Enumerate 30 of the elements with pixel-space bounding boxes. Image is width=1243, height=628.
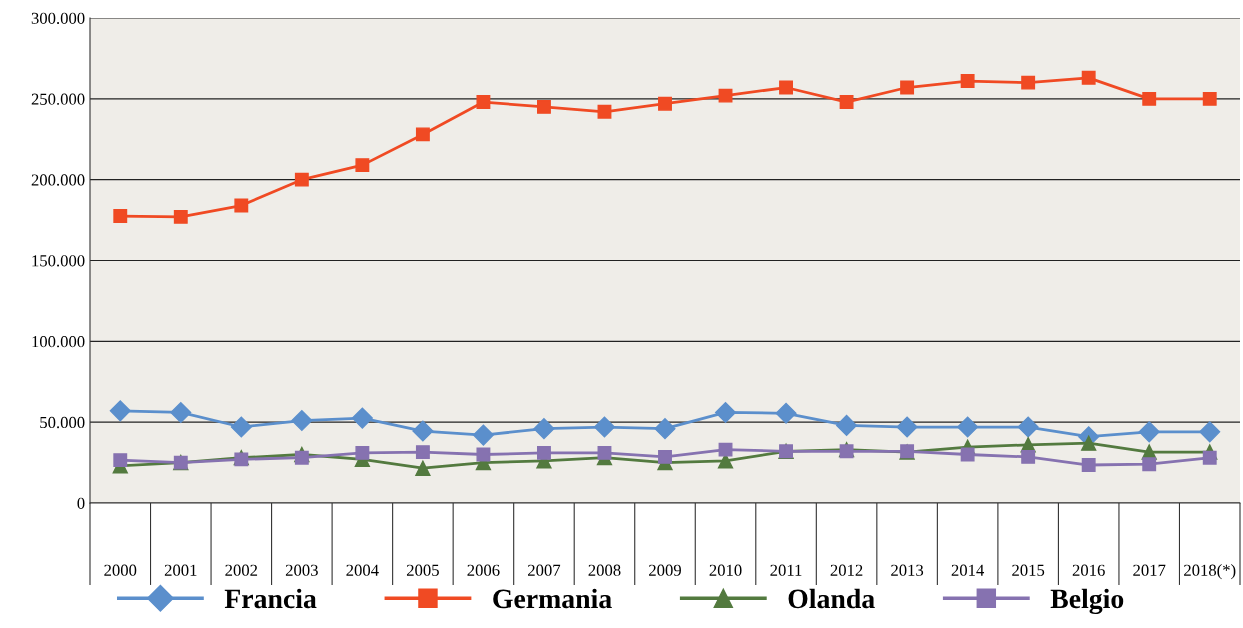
legend-label: Belgio: [1050, 588, 1124, 615]
x-tick-label: 2002: [225, 564, 258, 576]
x-tick-label: 2005: [406, 564, 439, 576]
legend-label: Francia: [224, 588, 317, 609]
x-tick-label: 2007: [528, 564, 561, 576]
x-tick-label: 2018(*): [1184, 564, 1236, 580]
x-tick-label: 2009: [649, 564, 681, 576]
y-tick-label: 200.000: [31, 174, 85, 186]
y-tick-label: 250.000: [31, 93, 85, 105]
x-tick-label: 2003: [285, 564, 318, 576]
x-tick-label: 2013: [891, 564, 924, 576]
x-tick-label: 2006: [467, 564, 500, 576]
x-tick-label: 2017: [1133, 564, 1166, 576]
x-tick-label: 2014: [951, 564, 985, 576]
x-tick-label: 2011: [770, 564, 802, 576]
x-tick-label: 2008: [588, 564, 621, 576]
x-tick-label: 2016: [1072, 564, 1105, 576]
x-tick-label: 2004: [346, 564, 379, 576]
y-tick-label: 150.000: [32, 255, 85, 267]
x-tick-label: 2015: [1012, 564, 1045, 576]
y-tick-label: 0: [77, 497, 85, 509]
y-tick-label: 50.000: [40, 416, 85, 429]
x-tick-label: 2000: [104, 564, 137, 576]
legend-label: Germania: [493, 588, 612, 609]
y-tick-label: 300.000: [31, 12, 85, 25]
legend-label: Olanda: [788, 588, 875, 609]
y-tick-label: 100.000: [32, 336, 85, 348]
x-tick-label: 2010: [709, 564, 742, 576]
x-tick-label: 2001: [164, 564, 197, 576]
x-tick-label: 2012: [830, 564, 863, 576]
